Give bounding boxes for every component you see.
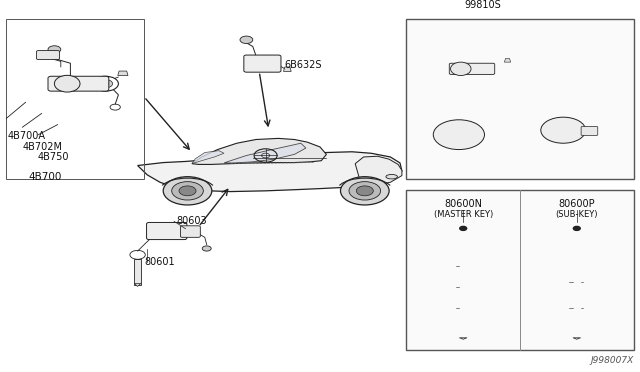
Circle shape — [60, 79, 75, 88]
Circle shape — [65, 83, 69, 85]
Circle shape — [163, 177, 212, 205]
Bar — [460, 234, 467, 339]
Text: 80600P: 80600P — [559, 199, 595, 209]
Circle shape — [446, 44, 456, 50]
FancyBboxPatch shape — [180, 226, 200, 237]
Bar — [134, 259, 141, 285]
Circle shape — [454, 65, 467, 73]
Text: 4B702M: 4B702M — [22, 142, 63, 152]
Bar — [406, 19, 634, 179]
Text: 80600N: 80600N — [444, 199, 482, 209]
Circle shape — [599, 140, 607, 145]
Circle shape — [240, 36, 253, 44]
FancyBboxPatch shape — [449, 63, 495, 74]
Circle shape — [161, 229, 166, 232]
Text: 80601: 80601 — [144, 257, 175, 267]
FancyBboxPatch shape — [36, 51, 60, 60]
Ellipse shape — [451, 62, 471, 76]
Circle shape — [452, 131, 465, 138]
Polygon shape — [504, 58, 511, 62]
Circle shape — [93, 76, 118, 91]
Bar — [406, 190, 634, 350]
Polygon shape — [118, 71, 128, 76]
Circle shape — [48, 46, 61, 53]
Circle shape — [179, 186, 196, 196]
Text: 99810S: 99810S — [465, 0, 502, 10]
Circle shape — [340, 177, 389, 205]
Circle shape — [202, 246, 211, 251]
Circle shape — [459, 68, 463, 70]
Bar — [6, 19, 144, 179]
Circle shape — [554, 125, 573, 136]
Polygon shape — [224, 143, 306, 163]
Circle shape — [99, 80, 113, 88]
Text: 4B750: 4B750 — [37, 152, 68, 162]
Circle shape — [541, 117, 586, 143]
FancyBboxPatch shape — [451, 221, 476, 235]
FancyBboxPatch shape — [581, 126, 598, 135]
Polygon shape — [138, 152, 402, 192]
Circle shape — [172, 182, 204, 200]
FancyBboxPatch shape — [147, 222, 187, 240]
Text: 4B700A: 4B700A — [8, 131, 45, 141]
Circle shape — [433, 120, 484, 150]
Circle shape — [157, 227, 169, 234]
Circle shape — [63, 81, 72, 86]
Ellipse shape — [386, 174, 397, 179]
Polygon shape — [460, 338, 467, 339]
Circle shape — [558, 127, 568, 133]
Text: (SUB-KEY): (SUB-KEY) — [556, 210, 598, 219]
Circle shape — [457, 225, 469, 232]
Circle shape — [457, 67, 464, 71]
Circle shape — [489, 67, 494, 70]
Polygon shape — [284, 67, 291, 71]
Circle shape — [102, 82, 109, 86]
Text: (MASTER KEY): (MASTER KEY) — [433, 210, 493, 219]
Circle shape — [257, 60, 268, 67]
Circle shape — [561, 129, 566, 132]
Text: J998007X: J998007X — [590, 356, 634, 365]
FancyBboxPatch shape — [564, 221, 589, 235]
Circle shape — [260, 62, 265, 65]
Circle shape — [573, 227, 580, 230]
Circle shape — [252, 57, 273, 69]
Text: 6B632S: 6B632S — [285, 60, 323, 70]
Circle shape — [356, 186, 373, 196]
Circle shape — [153, 225, 173, 237]
Polygon shape — [355, 156, 402, 186]
Bar — [573, 234, 580, 339]
FancyBboxPatch shape — [244, 55, 281, 72]
Circle shape — [447, 128, 470, 141]
Ellipse shape — [54, 75, 80, 92]
Circle shape — [486, 66, 497, 72]
FancyBboxPatch shape — [48, 76, 109, 91]
Polygon shape — [134, 283, 141, 286]
Text: 4B700: 4B700 — [29, 172, 62, 182]
Circle shape — [482, 63, 501, 74]
Polygon shape — [192, 151, 224, 164]
Polygon shape — [573, 338, 580, 339]
Circle shape — [456, 133, 462, 136]
Text: 80603: 80603 — [176, 217, 207, 226]
Polygon shape — [192, 138, 326, 164]
Circle shape — [460, 227, 467, 230]
Circle shape — [349, 182, 381, 200]
Circle shape — [571, 225, 583, 232]
